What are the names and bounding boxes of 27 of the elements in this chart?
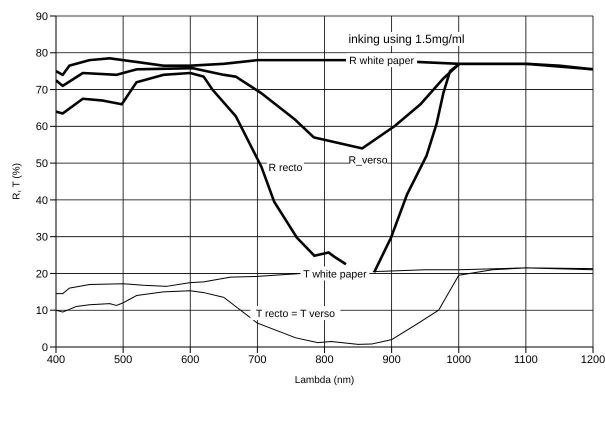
y-tick-label: 80 xyxy=(36,48,48,60)
series-label: R recto xyxy=(268,162,302,174)
x-tick-label: 1100 xyxy=(514,354,538,366)
y-axis-title: R, T (%) xyxy=(12,163,23,200)
y-tick-label: 90 xyxy=(36,10,48,23)
x-tick-label: 700 xyxy=(248,354,267,366)
y-tick-label: 20 xyxy=(36,268,48,280)
series-label: T recto = T verso xyxy=(256,308,336,320)
y-tick-label: 10 xyxy=(36,305,48,318)
x-tick-label: 1000 xyxy=(446,354,471,366)
y-tick-label: 70 xyxy=(36,84,48,96)
x-tick-label: 600 xyxy=(181,354,200,366)
x-tick-label: 500 xyxy=(114,354,132,366)
y-tick-label: 60 xyxy=(36,121,48,134)
y-tick-label: 40 xyxy=(36,194,48,207)
series-label: T white paper xyxy=(303,268,368,280)
x-tick-label: 900 xyxy=(382,354,401,366)
y-tick-label: 0 xyxy=(42,342,48,354)
x-tick-label: 1200 xyxy=(580,354,605,366)
series-label: R_verso xyxy=(348,154,388,166)
y-tick-label: 30 xyxy=(36,232,48,244)
x-tick-label: 800 xyxy=(315,354,334,366)
x-tick-label: 400 xyxy=(46,354,66,366)
y-tick-label: 50 xyxy=(36,158,48,170)
series-label: R white paper xyxy=(349,55,414,68)
text: inking using 1.5mg/ml xyxy=(346,32,467,46)
x-axis-title: Lambda (nm) xyxy=(294,375,354,386)
